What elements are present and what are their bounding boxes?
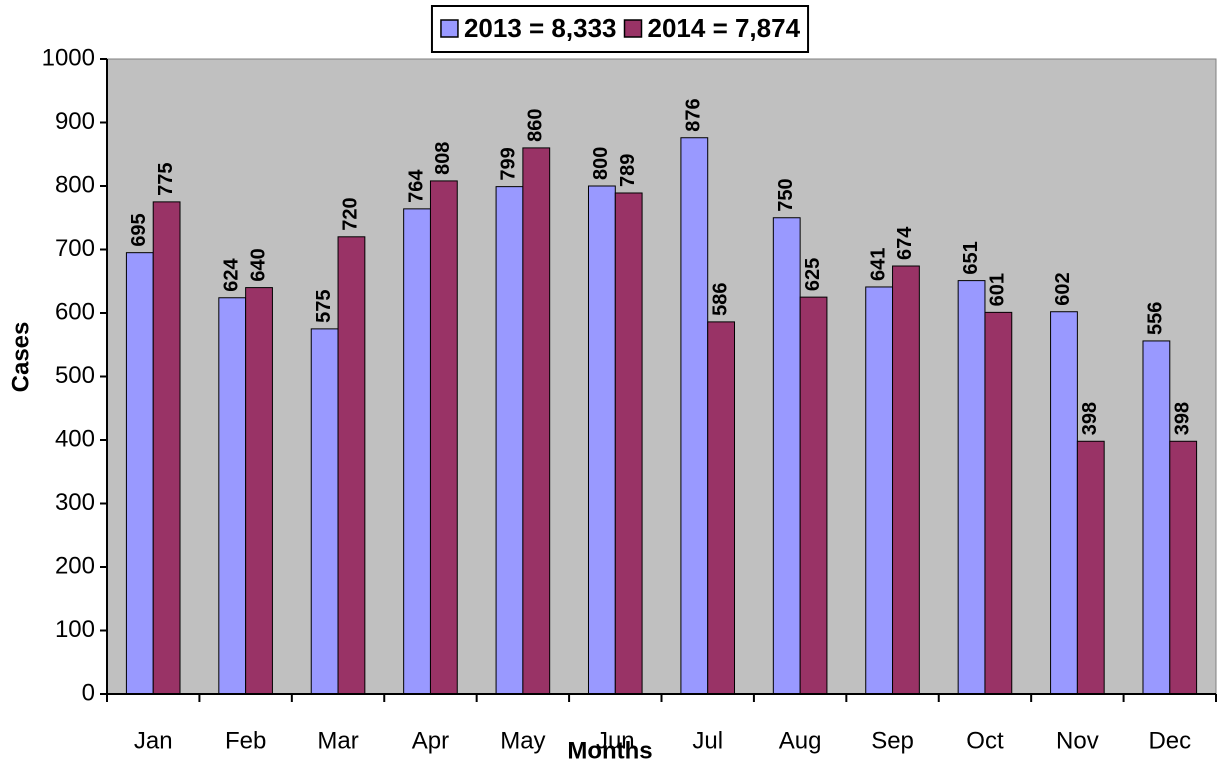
data-label: 695: [128, 213, 150, 246]
y-tick-label: 600: [55, 298, 95, 325]
data-label: 876: [683, 98, 705, 131]
data-label: 624: [221, 258, 243, 292]
data-label: 398: [1171, 402, 1193, 435]
bar: [403, 208, 431, 695]
data-label: 586: [709, 283, 731, 316]
data-label: 789: [617, 154, 639, 187]
bar: [865, 286, 894, 695]
data-label: 651: [960, 241, 982, 274]
legend-label: 2014 = 7,874: [648, 13, 801, 43]
x-tick-label: Jan: [134, 727, 173, 754]
data-label: 775: [155, 163, 177, 196]
x-tick-label: Oct: [966, 727, 1004, 754]
plot-area: [106, 58, 1217, 695]
bar: [680, 137, 709, 695]
data-label: 602: [1052, 272, 1074, 305]
data-label: 556: [1145, 302, 1167, 335]
bar: [707, 321, 736, 695]
y-tick-label: 800: [55, 171, 95, 198]
data-label: 601: [987, 273, 1009, 306]
bar: [957, 280, 986, 695]
bar: [152, 201, 181, 695]
bar: [1142, 340, 1171, 695]
bar: [799, 296, 828, 695]
bar: [522, 147, 551, 695]
bar: [984, 311, 1013, 695]
legend-label: 2013 = 8,333: [464, 13, 617, 43]
bar: [337, 236, 366, 695]
y-tick-label: 200: [55, 552, 95, 579]
y-tick-label: 400: [55, 425, 95, 452]
data-label: 764: [405, 169, 427, 203]
data-label: 808: [432, 142, 454, 175]
data-label: 799: [498, 147, 520, 180]
y-tick-label: 900: [55, 108, 95, 135]
x-tick-label: Aug: [779, 727, 822, 754]
legend-swatch: [440, 19, 459, 38]
data-label: 398: [1079, 402, 1101, 435]
bar: [495, 186, 524, 695]
bar: [429, 180, 458, 695]
x-tick-label: Mar: [317, 727, 358, 754]
bar: [892, 265, 920, 695]
legend-box: [430, 5, 810, 53]
y-tick-label: 0: [82, 679, 95, 706]
data-label: 641: [867, 248, 889, 281]
y-tick-label: 100: [55, 616, 95, 643]
y-axis-title: Cases: [7, 322, 34, 393]
bar: [614, 192, 643, 695]
data-label: 750: [775, 178, 797, 211]
x-tick-label: Jul: [692, 727, 723, 754]
data-label: 640: [247, 248, 269, 281]
data-label: 800: [590, 147, 612, 180]
data-label: 674: [894, 226, 916, 260]
x-tick-label: Feb: [225, 727, 266, 754]
legend: 2013 = 8,333 2014 = 7,874: [430, 5, 810, 53]
legend-swatch: [623, 19, 643, 38]
bar: [772, 217, 801, 695]
x-tick-label: Sep: [871, 727, 914, 754]
data-label: 860: [525, 109, 547, 142]
data-label: 720: [340, 197, 362, 230]
y-tick-label: 300: [55, 489, 95, 516]
x-tick-label: Nov: [1056, 727, 1099, 754]
bar: [1169, 440, 1198, 695]
bar: [310, 328, 339, 695]
y-tick-label: 500: [55, 362, 95, 389]
bar: [125, 252, 154, 695]
x-axis-title: Months: [567, 737, 652, 764]
data-label: 625: [802, 258, 824, 291]
x-tick-label: Apr: [412, 727, 449, 754]
bar: [1050, 311, 1078, 695]
bar: [1076, 440, 1105, 695]
x-tick-label: May: [500, 727, 545, 754]
data-label: 575: [313, 290, 335, 323]
x-tick-label: Dec: [1148, 727, 1191, 754]
bar: [218, 297, 247, 695]
bar: [587, 185, 616, 695]
y-tick-label: 1000: [42, 44, 95, 71]
y-tick-label: 700: [55, 235, 95, 262]
x-tick-label: Jun: [596, 727, 635, 754]
bar: [245, 287, 273, 695]
